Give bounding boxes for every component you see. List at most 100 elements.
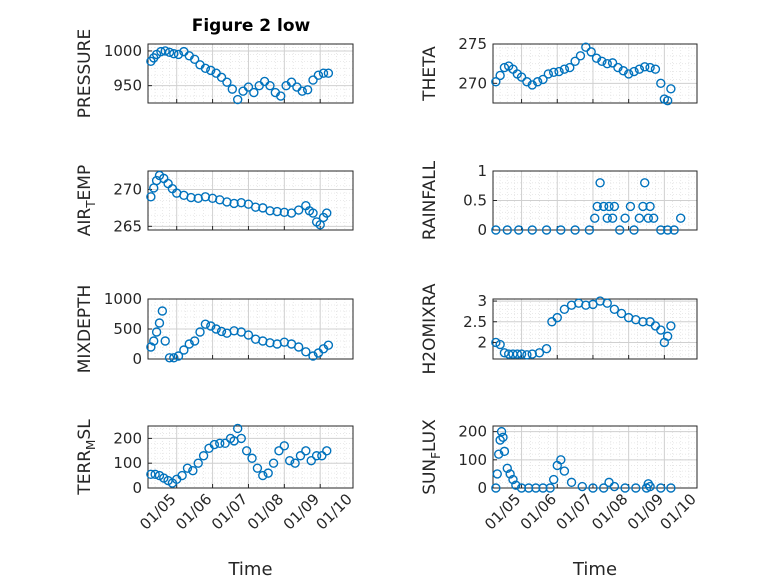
data-point xyxy=(173,351,184,361)
data-point xyxy=(272,206,282,217)
data-point xyxy=(527,349,537,359)
data-point xyxy=(609,304,620,315)
data-point xyxy=(511,480,521,490)
data-point xyxy=(323,68,334,78)
data-point xyxy=(669,225,679,235)
data-point xyxy=(505,469,515,479)
data-point xyxy=(243,330,254,340)
data-point xyxy=(186,192,196,203)
data-point xyxy=(193,458,203,468)
data-point xyxy=(620,213,630,223)
y-axis-label: SUNFLUX xyxy=(420,419,443,495)
data-point xyxy=(566,477,577,488)
data-point xyxy=(247,453,257,463)
data-point xyxy=(315,220,325,230)
data-point xyxy=(173,49,184,60)
data-point xyxy=(609,481,620,492)
data-point xyxy=(592,201,602,212)
y-tick-label: 0.5 xyxy=(463,192,487,210)
data-point xyxy=(575,51,586,61)
axes-box xyxy=(147,43,354,104)
data-point xyxy=(662,95,673,106)
data-point xyxy=(545,483,555,493)
data-point xyxy=(285,456,295,466)
data-point xyxy=(157,306,168,316)
data-point xyxy=(616,308,627,319)
data-point xyxy=(243,82,254,92)
data-point xyxy=(297,86,307,96)
data-point xyxy=(625,201,636,212)
y-axis-label: TERRMSL xyxy=(75,419,98,496)
data-point xyxy=(538,483,548,493)
y-tick-label: 200 xyxy=(458,423,487,441)
data-point xyxy=(499,446,510,457)
subplot-2: 270 275 THETA xyxy=(420,35,698,106)
data-point xyxy=(311,451,322,461)
y-axis-label: THETA xyxy=(420,46,440,102)
data-point xyxy=(200,319,211,329)
y-tick-label: 2.5 xyxy=(463,313,487,331)
data-point xyxy=(293,342,304,352)
data-point xyxy=(263,468,273,478)
data-point xyxy=(602,298,612,308)
subplot-3: 265 270 AIRTEMP xyxy=(75,165,354,236)
data-point xyxy=(604,201,614,212)
data-point xyxy=(290,458,300,468)
data-point xyxy=(301,347,311,357)
data-point xyxy=(548,67,559,78)
data-point xyxy=(323,340,334,350)
data-point xyxy=(236,433,246,444)
data-point xyxy=(643,213,653,223)
data-point xyxy=(607,58,618,68)
data-point xyxy=(559,304,570,315)
y-tick-label: 270 xyxy=(458,74,487,92)
data-point xyxy=(584,225,595,235)
data-point xyxy=(629,66,639,77)
data-point xyxy=(648,213,659,223)
data-point xyxy=(198,451,209,461)
data-point xyxy=(598,483,609,493)
data-point xyxy=(498,432,508,442)
data-point xyxy=(615,225,625,235)
data-point xyxy=(524,483,534,493)
plot-area xyxy=(148,426,353,488)
data-point xyxy=(491,225,501,235)
data-point xyxy=(514,225,524,235)
y-tick-label: 1 xyxy=(477,162,487,180)
data-point xyxy=(308,75,318,85)
data-point xyxy=(301,446,311,456)
data-point xyxy=(268,458,279,468)
data-point xyxy=(534,348,545,358)
data-point xyxy=(146,469,156,480)
data-point xyxy=(276,91,286,101)
data-point xyxy=(308,208,318,218)
y-tick-label: 2 xyxy=(477,333,487,351)
data-point xyxy=(586,47,596,57)
data-point xyxy=(516,72,527,82)
x-axis-label: Time xyxy=(227,559,272,580)
data-point xyxy=(609,201,620,212)
data-point xyxy=(496,426,507,437)
data-point xyxy=(179,345,189,355)
x-axis-label: Time xyxy=(572,559,617,580)
data-point xyxy=(548,474,559,485)
y-tick-label: 100 xyxy=(113,454,142,472)
data-point xyxy=(154,318,165,328)
y-tick-label: 0 xyxy=(132,350,142,368)
data-point xyxy=(532,77,543,87)
data-point xyxy=(302,85,313,95)
y-axis-label: PRESSURE xyxy=(75,29,95,118)
data-point xyxy=(164,47,175,58)
y-tick-label: 0 xyxy=(477,479,487,497)
data-point xyxy=(559,64,570,74)
data-point xyxy=(556,225,566,235)
data-point xyxy=(502,463,512,473)
y-tick-label: 200 xyxy=(113,429,142,447)
data-point xyxy=(492,469,502,479)
data-point xyxy=(570,225,580,235)
y-tick-label: 0 xyxy=(477,221,487,239)
y-tick-label: 100 xyxy=(458,451,487,469)
data-point xyxy=(495,339,505,350)
data-point xyxy=(554,66,564,77)
data-point xyxy=(543,69,554,79)
